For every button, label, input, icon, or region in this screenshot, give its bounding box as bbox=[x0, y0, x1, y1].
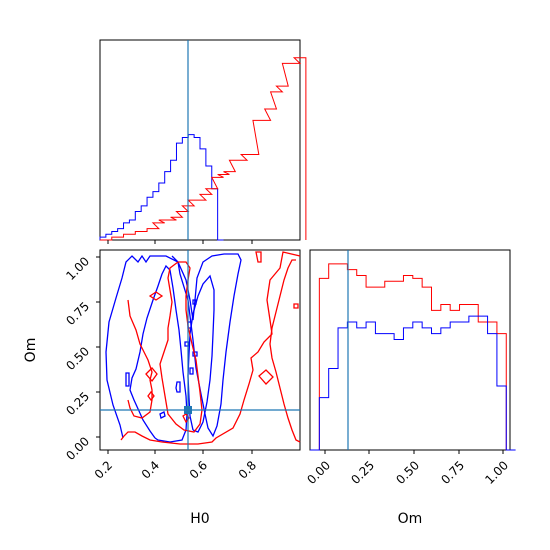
blue-contour-island-6 bbox=[189, 367, 194, 375]
truth-marker bbox=[184, 406, 192, 414]
red-contour-island-4 bbox=[147, 390, 155, 402]
blue-contour-island-3 bbox=[159, 411, 166, 419]
om-hist-x-ticks bbox=[324, 450, 504, 454]
red-contours bbox=[120, 251, 301, 445]
red-contour-island-6 bbox=[255, 251, 262, 263]
contour-frame bbox=[99, 249, 301, 451]
contour-xtick-label: 0.6 bbox=[187, 458, 210, 481]
blue-contour-island-7 bbox=[192, 299, 197, 305]
x-axis-label-h0: H0 bbox=[190, 511, 209, 527]
blue-contour-island-2 bbox=[175, 381, 181, 393]
red-contour-island-1 bbox=[148, 291, 164, 301]
blue-contour-island-4 bbox=[192, 351, 198, 357]
red-contour-island-3 bbox=[145, 367, 158, 383]
contour-ytick-label: 1.00 bbox=[63, 254, 92, 283]
om-hist-frame bbox=[309, 249, 511, 451]
h0-marginal-histogram bbox=[99, 57, 307, 241]
h0-hist-ticks bbox=[107, 240, 253, 244]
contour-ytick-label: 0.25 bbox=[63, 389, 92, 418]
om-xtick-label: 0.75 bbox=[438, 458, 467, 487]
contour-y-ticks bbox=[96, 256, 100, 438]
om-xtick-label: 0.00 bbox=[304, 458, 333, 487]
x-axis-label-om: Om bbox=[398, 511, 423, 527]
om-marginal-histogram bbox=[310, 263, 516, 451]
blue-contour-island-1 bbox=[125, 372, 130, 387]
histogram-series-1 bbox=[100, 57, 307, 241]
om-xtick-label: 0.25 bbox=[348, 458, 377, 487]
contour-ytick-label: 0.50 bbox=[63, 344, 92, 373]
histogram-series-1 bbox=[310, 315, 516, 451]
h0-hist-frame bbox=[99, 39, 301, 241]
contour-xtick-label: 0.8 bbox=[236, 458, 259, 481]
red-contour-mid bbox=[159, 261, 203, 433]
contour-x-ticks bbox=[107, 450, 253, 454]
red-contour-left bbox=[127, 299, 153, 419]
red-contour-island-5 bbox=[182, 413, 190, 424]
red-contour-right bbox=[269, 259, 301, 443]
red-contour-island-2 bbox=[258, 369, 274, 385]
contour-ytick-label: 0.00 bbox=[63, 434, 92, 463]
om-xtick-label: 0.50 bbox=[393, 458, 422, 487]
om-xtick-label: 1.00 bbox=[482, 458, 511, 487]
contour-xtick-label: 0.2 bbox=[92, 458, 115, 481]
histogram-series-0 bbox=[318, 263, 507, 450]
blue-contour-inner bbox=[129, 264, 188, 443]
red-contour-outer bbox=[120, 251, 301, 445]
contour-ytick-label: 0.75 bbox=[63, 299, 92, 328]
histogram-series-0 bbox=[99, 134, 224, 241]
contour-xtick-label: 0.4 bbox=[139, 458, 162, 481]
red-contour-island-7 bbox=[293, 303, 299, 309]
y-axis-label-om: Om bbox=[23, 338, 39, 363]
blue-contours bbox=[105, 253, 242, 443]
